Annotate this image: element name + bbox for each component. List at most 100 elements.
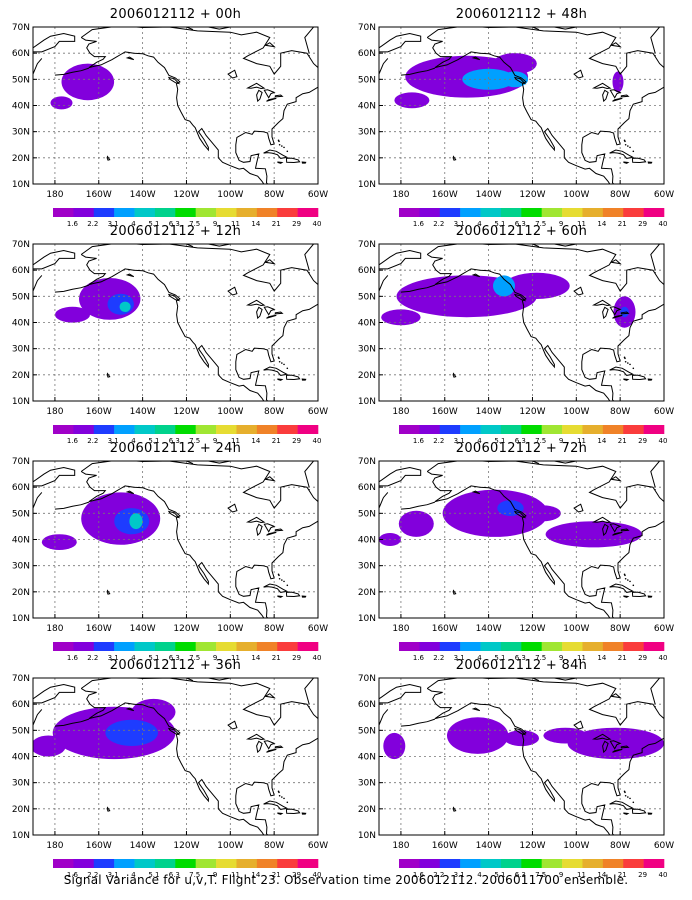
colorbar-swatch xyxy=(419,208,441,217)
lat-tick-label: 20N xyxy=(358,588,376,598)
colorbar-label: 7.5 xyxy=(189,654,200,662)
colorbar-label: 29 xyxy=(638,871,647,879)
colorbar-label: 21 xyxy=(618,437,627,445)
variance-contour xyxy=(55,306,90,323)
lon-tick-label: 60W xyxy=(654,190,674,200)
colorbar-label: 11 xyxy=(577,437,586,445)
colorbar-label: 3.1 xyxy=(108,654,119,662)
lat-tick-label: 10N xyxy=(12,614,30,624)
colorbar-swatch xyxy=(236,208,258,217)
coastline xyxy=(379,27,664,184)
colorbar-label: 6.3 xyxy=(169,437,180,445)
map-panel: 2006012112 + 24h 10N 20N 30N 40N 50N 60N 70N 180… xyxy=(12,441,363,662)
lon-tick-label: 60W xyxy=(654,841,674,851)
colorbar-swatch xyxy=(195,859,217,868)
colorbar-swatch xyxy=(399,208,420,217)
colorbar-swatch xyxy=(134,859,156,868)
colorbar-label: 29 xyxy=(638,654,647,662)
colorbar-swatch xyxy=(480,208,502,217)
colorbar-swatch xyxy=(195,642,217,651)
colorbar-label: 29 xyxy=(292,437,301,445)
colorbar-label: 6.3 xyxy=(515,654,526,662)
lon-tick-label: 60W xyxy=(308,624,328,634)
lon-tick-label: 160W xyxy=(86,190,112,200)
lon-tick-label: 80W xyxy=(264,841,284,851)
lon-tick-label: 160W xyxy=(432,624,458,634)
colorbar-swatch xyxy=(480,859,502,868)
colorbar-swatch xyxy=(175,859,196,868)
colorbar-swatch xyxy=(500,642,522,651)
colorbar-label: 5.1 xyxy=(494,871,505,879)
colorbar-label: 29 xyxy=(292,220,301,228)
colorbar-swatch xyxy=(623,859,644,868)
colorbar-label: 7.5 xyxy=(189,871,200,879)
lat-tick-label: 10N xyxy=(358,831,376,841)
lat-tick-label: 40N xyxy=(358,102,376,112)
colorbar-label: 5.1 xyxy=(148,871,159,879)
colorbar-swatch xyxy=(399,425,420,434)
colorbar-swatch xyxy=(297,208,319,217)
colorbar-label: 11 xyxy=(231,220,240,228)
lat-tick-label: 70N xyxy=(358,457,376,467)
variance-contour xyxy=(50,96,73,110)
lon-tick-label: 80W xyxy=(264,407,284,417)
colorbar-swatch xyxy=(73,208,95,217)
colorbar-label: 9 xyxy=(213,437,217,445)
lat-tick-label: 40N xyxy=(12,319,30,329)
lon-tick-label: 60W xyxy=(308,841,328,851)
colorbar-swatch xyxy=(623,425,644,434)
lon-tick-label: 180 xyxy=(392,407,409,417)
lat-tick-label: 40N xyxy=(12,536,30,546)
colorbar-swatch xyxy=(582,425,604,434)
lon-tick-label: 160W xyxy=(432,407,458,417)
lat-tick-label: 60N xyxy=(358,700,376,710)
variance-contour xyxy=(503,272,570,299)
lat-tick-label: 50N xyxy=(358,726,376,736)
colorbar-label: 4 xyxy=(477,220,482,228)
lon-tick-label: 100W xyxy=(217,407,243,417)
colorbar-label: 9 xyxy=(559,220,563,228)
coastline xyxy=(33,678,318,835)
lon-tick-label: 120W xyxy=(173,407,199,417)
panel-title: 2006012112 + 00h xyxy=(109,7,242,22)
colorbar-label: 21 xyxy=(618,220,627,228)
colorbar-label: 3.1 xyxy=(108,437,119,445)
colorbar-swatch xyxy=(623,208,644,217)
colorbar-label: 21 xyxy=(272,871,281,879)
colorbar-swatch xyxy=(582,642,604,651)
colorbar-label: 6.3 xyxy=(515,871,526,879)
lon-tick-label: 100W xyxy=(217,190,243,200)
variance-contour xyxy=(493,53,537,75)
lat-tick-label: 10N xyxy=(12,397,30,407)
colorbar-swatch xyxy=(154,859,176,868)
variance-map: 10N 20N 30N 40N 50N 60N 70N 180 160W 140W 120W 100W… xyxy=(358,457,674,662)
variance-contour xyxy=(612,71,624,93)
colorbar-label: 7.5 xyxy=(535,220,546,228)
variance-contour xyxy=(493,275,515,297)
lon-tick-label: 140W xyxy=(130,841,156,851)
map-panel: 2006012112 + 12h 10N 20N 30N 40N 50N 60N 70N 180… xyxy=(12,224,363,445)
variance-contour xyxy=(33,735,66,757)
colorbar-swatch xyxy=(439,859,461,868)
lon-tick-label: 100W xyxy=(217,624,243,634)
panel-title: 2006012112 + 84h xyxy=(455,658,588,673)
lat-tick-label: 60N xyxy=(358,49,376,59)
lat-tick-label: 50N xyxy=(358,292,376,302)
colorbar-swatch xyxy=(154,425,176,434)
colorbar-swatch xyxy=(195,425,217,434)
colorbar-label: 3.1 xyxy=(454,871,465,879)
lat-tick-label: 60N xyxy=(12,700,30,710)
colorbar-label: 1.6 xyxy=(67,220,79,228)
colorbar-label: 21 xyxy=(618,654,627,662)
panel-title: 2006012112 + 72h xyxy=(455,441,588,456)
colorbar-swatch xyxy=(216,642,237,651)
colorbar-label: 2.2 xyxy=(87,654,98,662)
colorbar-label: 2.2 xyxy=(87,437,98,445)
lon-tick-label: 100W xyxy=(563,407,589,417)
colorbar-label: 5.1 xyxy=(148,654,159,662)
colorbar-label: 14 xyxy=(597,871,606,879)
panel-title: 2006012112 + 60h xyxy=(455,224,588,239)
colorbar-swatch xyxy=(175,425,196,434)
colorbar-swatch xyxy=(562,425,583,434)
lon-tick-label: 100W xyxy=(217,841,243,851)
